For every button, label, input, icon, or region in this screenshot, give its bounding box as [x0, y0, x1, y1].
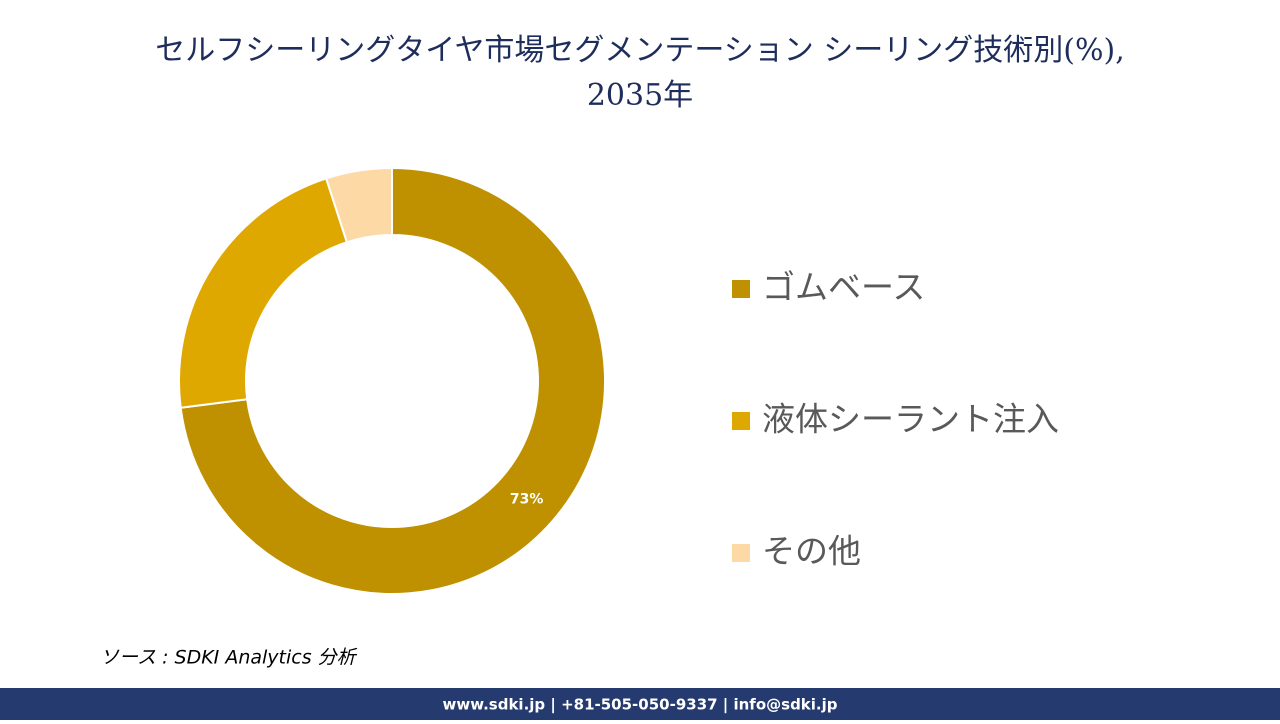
legend-swatch	[732, 280, 750, 298]
chart-subtitle: 2035年	[587, 78, 693, 113]
legend-swatch	[732, 544, 750, 562]
legend-swatch	[732, 412, 750, 430]
donut-slice	[178, 177, 349, 409]
donut-slice	[324, 166, 393, 244]
legend-label: 液体シーラント注入	[762, 400, 1059, 439]
donut-slice	[179, 166, 606, 595]
legend-label: ゴムベース	[762, 268, 925, 307]
data-label: 73%	[510, 492, 544, 508]
legend-label: その他	[762, 532, 861, 571]
footer-text: www.sdki.jp | +81-505-050-9337 | info@sd…	[442, 696, 837, 715]
chart-title: セルフシーリングタイヤ市場セグメンテーション シーリング技術別(%),	[155, 33, 1125, 68]
source: ソース : SDKI Analytics 分析	[100, 647, 358, 669]
footer-bar	[0, 688, 1280, 720]
